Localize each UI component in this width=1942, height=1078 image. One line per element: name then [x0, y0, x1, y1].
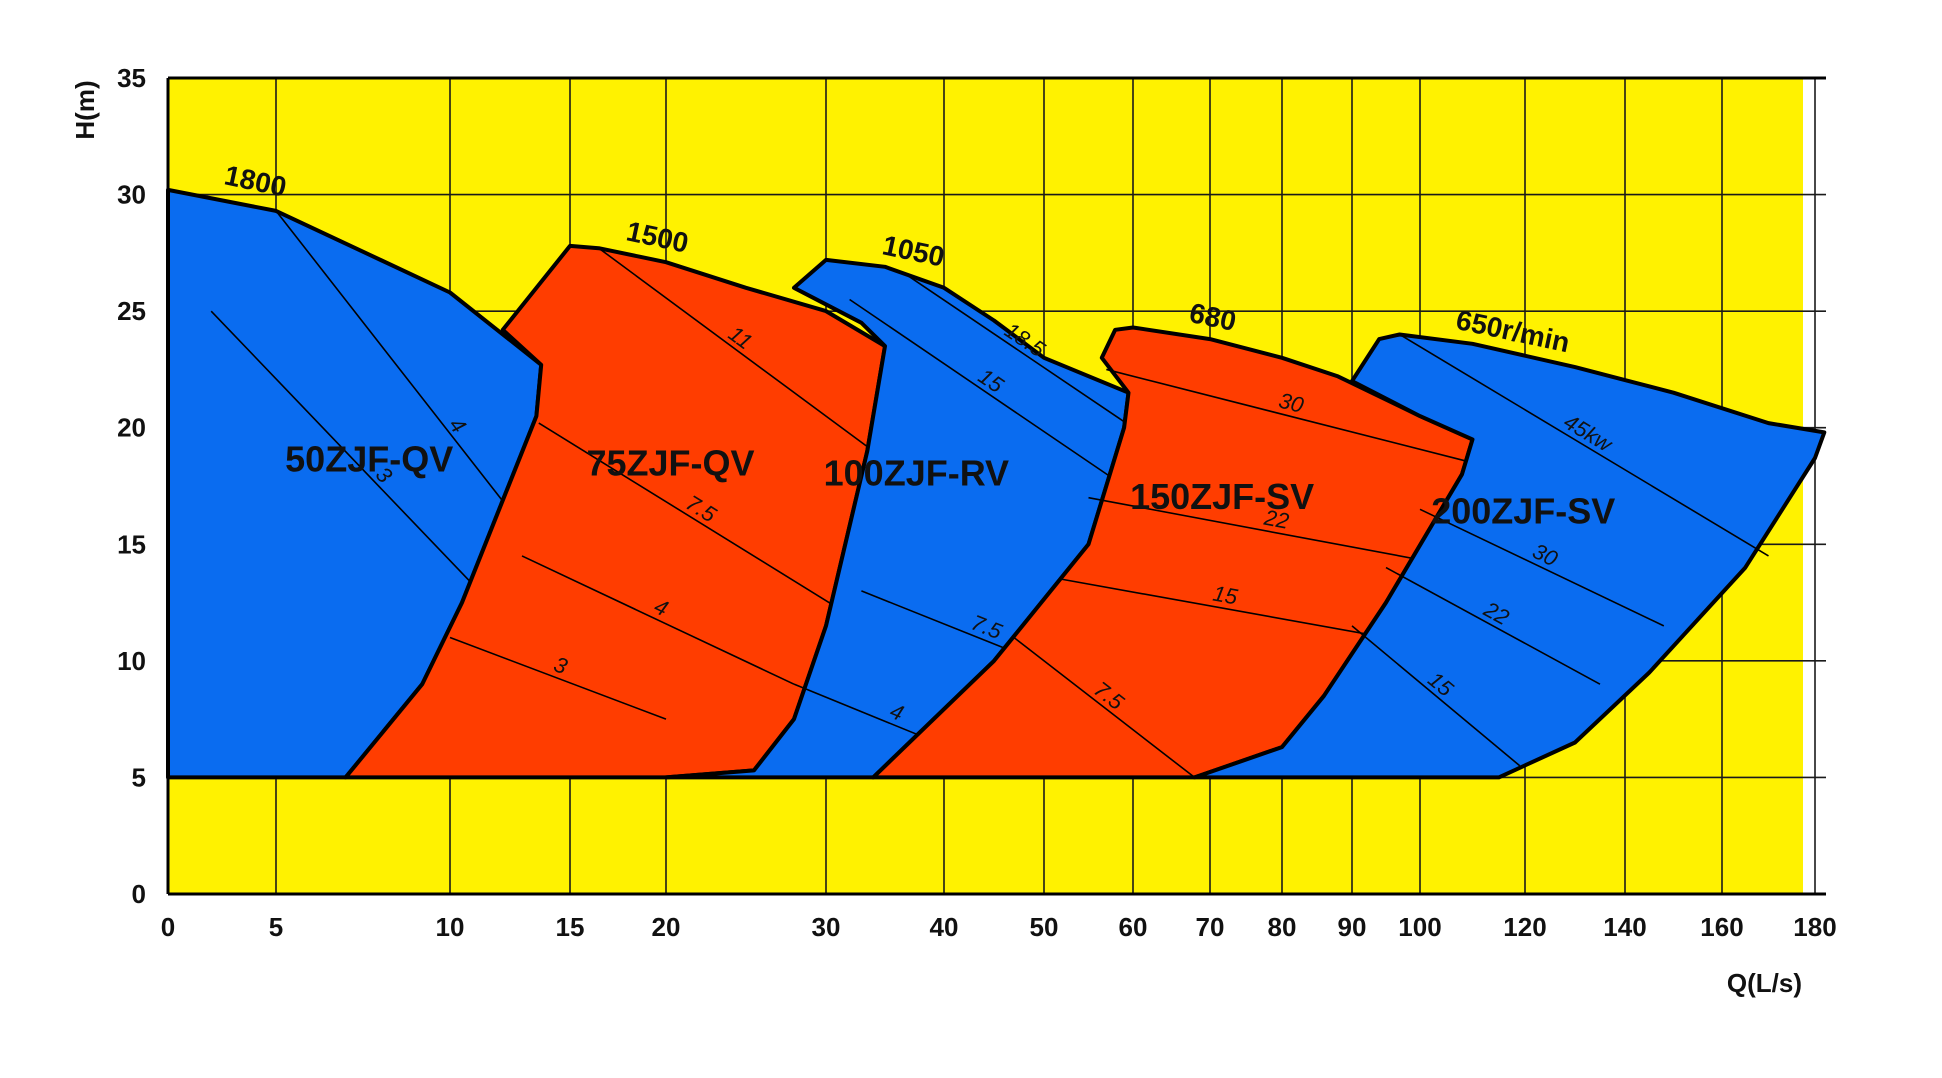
y-tick-label: 0	[132, 879, 146, 909]
x-tick-label: 30	[812, 912, 841, 942]
x-tick-label: 40	[930, 912, 959, 942]
y-tick-label: 25	[117, 296, 146, 326]
x-tick-label: 20	[652, 912, 681, 942]
power-label: 22	[1261, 505, 1291, 534]
series-75zjf-qv: 347.511	[343, 243, 887, 780]
model-label: 100ZJF-RV	[824, 452, 1009, 493]
chart-labels: 0 5 10 15 20 30 40 50 60 70 80 90 100 120 140 160 180 0 5 1…	[117, 63, 1837, 942]
y-tick-label: 10	[117, 646, 146, 676]
x-tick-label: 70	[1196, 912, 1225, 942]
model-label: 200ZJF-SV	[1431, 491, 1615, 532]
x-tick-label: 120	[1503, 912, 1546, 942]
y-tick-label: 5	[132, 762, 146, 792]
power-line	[908, 275, 1134, 429]
power-line	[1399, 333, 1769, 557]
x-tick-label: 180	[1793, 912, 1836, 942]
x-tick-label: 50	[1030, 912, 1059, 942]
y-tick-label: 20	[117, 413, 146, 443]
x-tick-label: 5	[269, 912, 283, 942]
x-tick-label: 140	[1603, 912, 1646, 942]
y-axis-title: H(m)	[70, 80, 100, 139]
x-tick-label: 160	[1700, 912, 1743, 942]
power-line	[598, 247, 874, 452]
x-axis-title: Q(L/s)	[1727, 968, 1802, 998]
power-line	[849, 298, 1125, 487]
power-line	[1385, 566, 1601, 685]
power-line	[1013, 636, 1196, 779]
power-line	[538, 422, 856, 620]
x-tick-label: 15	[556, 912, 585, 942]
x-tick-label: 90	[1338, 912, 1367, 942]
pump-area	[1192, 332, 1827, 780]
x-tick-label: 0	[161, 912, 175, 942]
x-tick-label: 60	[1119, 912, 1148, 942]
power-label: 15	[1211, 581, 1240, 610]
power-line	[1351, 625, 1521, 767]
model-label: 50ZJF-QV	[285, 439, 453, 480]
power-line	[521, 555, 795, 685]
power-line	[1061, 578, 1387, 639]
power-line	[1419, 508, 1665, 627]
power-line	[449, 636, 667, 720]
model-label: 150ZJF-SV	[1130, 476, 1314, 517]
power-line	[1088, 496, 1463, 569]
x-tick-label: 10	[436, 912, 465, 942]
model-label: 75ZJF-QV	[586, 443, 754, 484]
power-line	[1106, 368, 1473, 464]
x-tick-label: 80	[1268, 912, 1297, 942]
y-tick-label: 30	[117, 180, 146, 210]
axes	[166, 76, 1826, 896]
y-tick-label: 35	[117, 63, 146, 93]
y-tick-label: 15	[117, 529, 146, 559]
x-tick-label: 100	[1398, 912, 1441, 942]
